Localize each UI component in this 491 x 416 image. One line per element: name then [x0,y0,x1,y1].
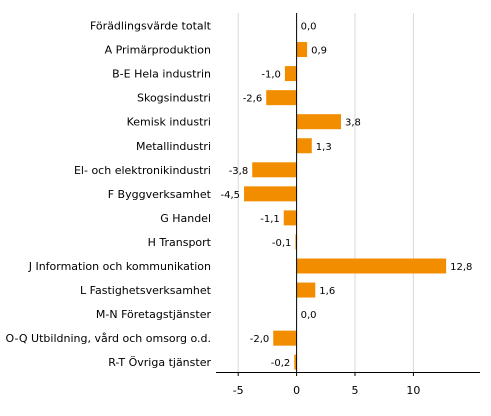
bar [273,330,297,346]
category-label: F Byggverksamhet [108,188,212,201]
bar [284,66,297,82]
category-label: Metallindustri [136,140,211,153]
bar [294,354,297,370]
x-tick-label: 10 [406,384,420,397]
bar [296,138,312,154]
bar [296,258,447,274]
data-label: -0,2 [271,358,291,369]
data-label: 3,8 [345,118,361,129]
data-label: 0,9 [311,46,327,57]
data-label: -4,5 [221,190,241,201]
bar-layer [244,42,447,370]
category-label: R-T Övriga tjänster [108,356,211,369]
bar [296,282,316,298]
data-label: -2,0 [250,334,270,345]
x-tick-label: 5 [352,384,359,397]
category-label: G Handel [160,212,211,225]
data-label: 12,8 [450,262,472,273]
x-tick-label: 0 [293,384,300,397]
data-label: -1,0 [261,70,281,81]
category-label: H Transport [148,236,212,249]
grid-layer [237,13,414,372]
bar [296,114,341,130]
data-label: 0,0 [301,22,317,33]
category-label: O-Q Utbildning, vård och omsorg o.d. [6,332,211,345]
data-label: -2,6 [243,94,263,105]
category-label: L Fastighetsverksamhet [80,284,212,297]
category-label: A Primärproduktion [105,44,211,57]
x-tick-labels: -5 0 5 10 [233,384,421,397]
value-labels: 0,0 0,9 -1,0 -2,6 3,8 1,3 -3,8 -4,5 -1,1 -0,1 12,8… [221,22,473,370]
category-label: Förädlingsvärde totalt [90,20,212,33]
category-label: B-E Hela industrin [112,68,211,81]
bar [283,210,297,226]
bar [252,162,297,178]
data-label: -0,1 [272,238,292,249]
x-tick-label: -5 [233,384,244,397]
bar [266,90,297,106]
axis-layer [216,13,480,376]
bar [244,186,297,202]
category-label: El- och elektronikindustri [74,164,211,177]
bar [296,42,308,58]
data-label: 0,0 [301,310,317,321]
data-label: 1,3 [316,142,332,153]
bar [295,234,297,250]
data-label: -1,1 [260,214,280,225]
category-label: Kemisk industri [127,116,211,129]
data-label: -3,8 [229,166,249,177]
data-label: 1,6 [319,286,335,297]
category-label: J Information och kommunikation [28,260,211,273]
category-labels: Förädlingsvärde totalt A Primärproduktion… [6,20,212,370]
category-label: M-N Företagstjänster [96,308,212,321]
category-label: Skogsindustri [137,92,211,105]
